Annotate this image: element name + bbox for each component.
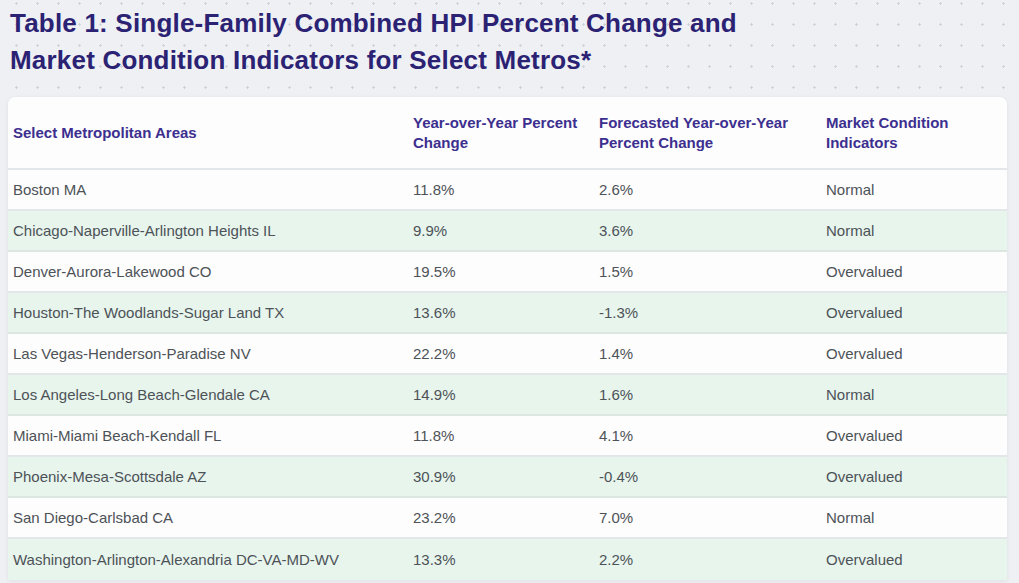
metro-name: Los Angeles-Long Beach-Glendale CA: [8, 386, 408, 403]
market-condition-indicator: Normal: [821, 509, 1007, 526]
metro-name: Denver-Aurora-Lakewood CO: [8, 263, 408, 280]
column-header-metro-areas: Select Metropolitan Areas: [8, 123, 408, 143]
table-header-row: Select Metropolitan Areas Year-over-Year…: [8, 97, 1007, 170]
yoy-percent-change: 11.8%: [408, 427, 594, 444]
market-condition-indicator: Overvalued: [821, 263, 1007, 280]
yoy-percent-change: 13.3%: [408, 551, 594, 568]
yoy-percent-change: 30.9%: [408, 468, 594, 485]
table-row: Miami-Miami Beach-Kendall FL 11.8% 4.1% …: [8, 416, 1007, 457]
yoy-percent-change: 14.9%: [408, 386, 594, 403]
market-condition-indicator: Normal: [821, 386, 1007, 403]
yoy-percent-change: 9.9%: [408, 222, 594, 239]
forecasted-yoy-percent-change: -1.3%: [594, 304, 821, 321]
metro-name: Miami-Miami Beach-Kendall FL: [8, 427, 408, 444]
market-condition-indicator: Overvalued: [821, 304, 1007, 321]
forecasted-yoy-percent-change: 2.2%: [594, 551, 821, 568]
column-header-forecasted-yoy-percent-change: Forecasted Year-over-Year Percent Change: [594, 113, 821, 153]
metro-name: Houston-The Woodlands-Sugar Land TX: [8, 304, 408, 321]
table-row: Las Vegas-Henderson-Paradise NV 22.2% 1.…: [8, 334, 1007, 375]
forecasted-yoy-percent-change: -0.4%: [594, 468, 821, 485]
market-condition-indicator: Overvalued: [821, 551, 1007, 568]
yoy-percent-change: 13.6%: [408, 304, 594, 321]
table-row: Washington-Arlington-Alexandria DC-VA-MD…: [8, 539, 1007, 580]
table-row: Los Angeles-Long Beach-Glendale CA 14.9%…: [8, 375, 1007, 416]
metro-name: Las Vegas-Henderson-Paradise NV: [8, 345, 408, 362]
market-condition-indicator: Normal: [821, 181, 1007, 198]
table-row: Chicago-Naperville-Arlington Heights IL …: [8, 211, 1007, 252]
metros-table: Select Metropolitan Areas Year-over-Year…: [8, 97, 1007, 580]
metro-name: Boston MA: [8, 181, 408, 198]
column-header-yoy-percent-change: Year-over-Year Percent Change: [408, 113, 594, 153]
page: Table 1: Single-Family Combined HPI Perc…: [0, 0, 1019, 583]
metro-name: San Diego-Carlsbad CA: [8, 509, 408, 526]
yoy-percent-change: 19.5%: [408, 263, 594, 280]
table-row: Denver-Aurora-Lakewood CO 19.5% 1.5% Ove…: [8, 252, 1007, 293]
yoy-percent-change: 23.2%: [408, 509, 594, 526]
table-row: Houston-The Woodlands-Sugar Land TX 13.6…: [8, 293, 1007, 334]
market-condition-indicator: Overvalued: [821, 345, 1007, 362]
page-title: Table 1: Single-Family Combined HPI Perc…: [10, 5, 737, 79]
yoy-percent-change: 11.8%: [408, 181, 594, 198]
forecasted-yoy-percent-change: 3.6%: [594, 222, 821, 239]
title-line-2: Market Condition Indicators for Select M…: [10, 42, 737, 79]
metro-name: Chicago-Naperville-Arlington Heights IL: [8, 222, 408, 239]
market-condition-indicator: Normal: [821, 222, 1007, 239]
forecasted-yoy-percent-change: 4.1%: [594, 427, 821, 444]
forecasted-yoy-percent-change: 1.6%: [594, 386, 821, 403]
table-row: Boston MA 11.8% 2.6% Normal: [8, 170, 1007, 211]
table-row: Phoenix-Mesa-Scottsdale AZ 30.9% -0.4% O…: [8, 457, 1007, 498]
forecasted-yoy-percent-change: 1.4%: [594, 345, 821, 362]
title-line-1: Table 1: Single-Family Combined HPI Perc…: [10, 5, 737, 42]
metro-name: Washington-Arlington-Alexandria DC-VA-MD…: [8, 551, 408, 568]
market-condition-indicator: Overvalued: [821, 468, 1007, 485]
yoy-percent-change: 22.2%: [408, 345, 594, 362]
forecasted-yoy-percent-change: 1.5%: [594, 263, 821, 280]
forecasted-yoy-percent-change: 7.0%: [594, 509, 821, 526]
table-row: San Diego-Carlsbad CA 23.2% 7.0% Normal: [8, 498, 1007, 539]
forecasted-yoy-percent-change: 2.6%: [594, 181, 821, 198]
column-header-market-condition-indicators: Market Condition Indicators: [821, 113, 1007, 153]
metro-name: Phoenix-Mesa-Scottsdale AZ: [8, 468, 408, 485]
market-condition-indicator: Overvalued: [821, 427, 1007, 444]
